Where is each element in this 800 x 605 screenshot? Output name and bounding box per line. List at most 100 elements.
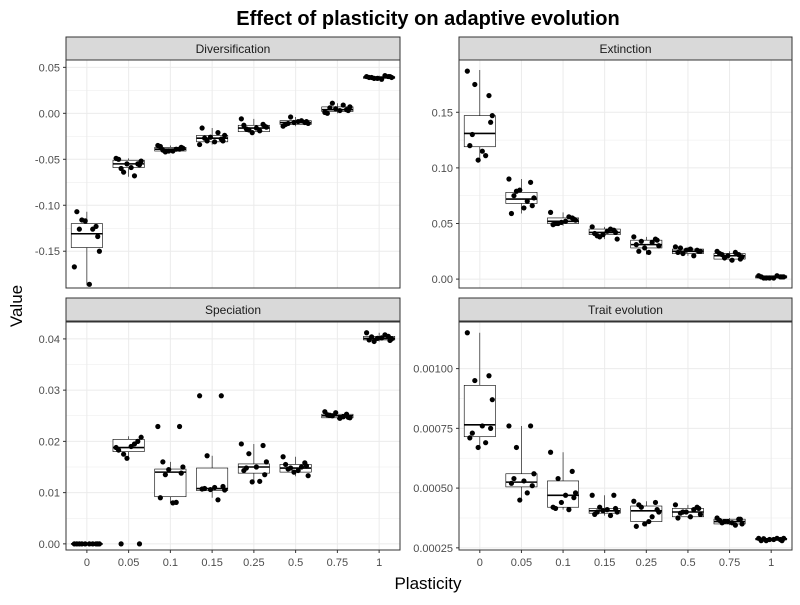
data-point [687,246,694,252]
data-point [766,536,773,543]
data-point [241,122,247,128]
data-point [636,502,642,508]
data-point [513,444,520,451]
data-point [243,126,249,132]
x-tick-label: 1 [768,557,774,569]
data-point [696,248,702,254]
data-point [220,483,226,490]
data-point [719,252,725,258]
data-point [96,248,102,254]
data-point [691,507,697,513]
data-point [124,455,130,461]
box-body [154,468,187,498]
data-point [489,397,495,403]
data-point [524,490,530,496]
data-point [262,123,268,129]
data-point [212,139,218,145]
data-point [649,239,655,245]
data-point [176,423,183,430]
data-point [589,492,595,498]
data-point [737,516,743,522]
data-point [82,541,88,547]
data-point [118,541,124,547]
data-point [646,249,652,256]
data-point [303,118,310,125]
data-point [288,114,294,120]
data-point [527,423,534,429]
data-point [382,332,388,338]
panel-border-speciation [65,321,401,551]
x-tick-label: 0.75 [327,557,348,569]
data-point [774,535,780,541]
data-point [280,454,286,460]
data-point [558,219,564,225]
y-tick-label: 0.05 [39,62,60,74]
data-point [654,237,660,243]
data-point [531,195,537,201]
data-point [260,442,266,449]
data-point [166,466,172,473]
chart-title: Effect of plasticity on adaptive evoluti… [236,8,619,30]
data-point [124,161,130,167]
x-tick-label: 0.1 [555,557,570,569]
data-point [333,106,339,112]
data-point [761,536,767,542]
data-point [488,425,494,431]
data-point [562,218,569,224]
data-point [86,281,92,287]
y-tick-label: 0.01 [39,488,60,500]
facet-strip-speciation [65,297,401,322]
data-point [594,233,600,239]
data-point [511,193,517,199]
data-point [95,233,101,240]
data-point [521,478,527,484]
data-point [387,337,393,344]
panel-background-extinction [459,60,792,288]
data-point [369,74,375,81]
data-point [291,119,297,126]
data-point [82,218,88,224]
data-point [469,131,475,138]
data-point [521,205,527,211]
data-point [199,125,205,131]
data-point [597,504,603,510]
data-point [202,485,208,492]
data-point [517,497,523,503]
data-point [607,512,614,519]
data-point [479,423,485,429]
panel-border-extinction [458,59,793,289]
data-point [340,414,346,420]
data-point [76,541,82,547]
y-tick-label: 0.00025 [413,543,453,555]
y-tick-label: 0.00 [432,274,453,286]
data-point [779,274,785,280]
data-point [180,464,186,470]
x-tick-label: 0.5 [680,557,695,569]
data-point [257,128,263,134]
x-tick-label: 0.15 [201,557,222,569]
data-point [116,447,122,453]
data-point [95,541,101,547]
data-point [263,459,269,465]
x-tick-label: 0.05 [118,557,139,569]
data-point [558,499,564,506]
data-point [633,523,639,529]
data-point [680,250,686,257]
data-point [374,335,381,341]
data-point [329,100,335,106]
data-point [475,157,481,163]
data-point [636,248,642,254]
x-tick-label: 0.05 [511,557,532,569]
y-tick-label: 0.00 [39,108,60,120]
data-point [479,148,485,154]
data-point [253,464,259,470]
facet-strip-trait-evolution [458,297,793,322]
panel-background-trait-evolution [459,322,792,550]
y-tick-label: 0.00 [39,539,60,551]
data-point [779,538,785,544]
data-point [136,541,143,547]
data-point [683,247,689,253]
data-point [732,249,738,256]
data-point [379,76,385,82]
data-point [204,453,210,459]
